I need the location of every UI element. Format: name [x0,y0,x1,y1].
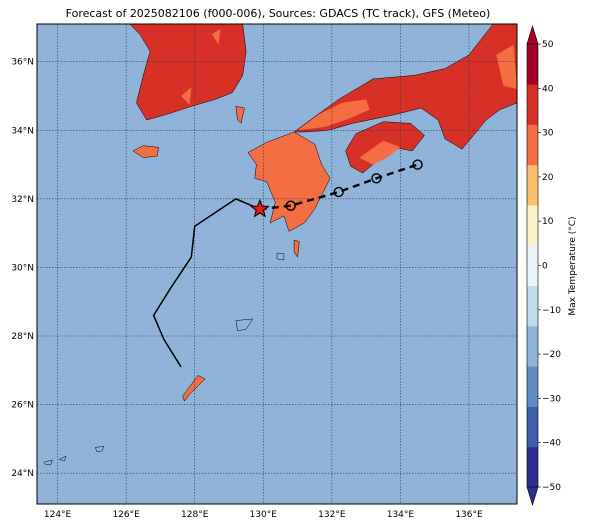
past-track-line [152,198,261,368]
cyclone-track [152,159,423,368]
colorbar-band [527,44,538,85]
colorbar-band [527,406,538,448]
shikoku-warm [359,140,401,165]
land-miyako [94,446,105,453]
lon-tick-label: 126°E [112,510,140,520]
korea-warm-2 [211,29,221,45]
colorbar-tick-label: −50 [542,483,561,493]
colorbar-band [527,245,538,287]
lon-tick-label: 124°E [44,510,72,520]
current-position-star-icon [249,198,270,218]
land-yakushima [276,252,285,261]
colorbar-tick-label: 20 [542,173,554,183]
forecast-point-marker [285,200,296,211]
lat-tick-label: 34°N [11,126,34,136]
honshu-warm-2 [496,44,517,90]
forecast-point-marker [371,173,382,184]
lon-tick-label: 132°E [318,510,346,520]
figure-title: Forecast of 2025082106 (f000-006), Sourc… [66,7,491,20]
lon-tick-label: 130°E [250,510,278,520]
colorbar-tick-label: 10 [542,217,554,227]
forecast-track-line [259,163,418,211]
colorbar-tick-label: 50 [542,40,554,50]
colorbar-tick-label: −10 [542,306,561,316]
korea-warm-1 [181,87,192,105]
colorbar-tick-label: 30 [542,129,554,139]
colorbar-tick-label: −30 [542,394,561,404]
colorbar-extend-max [526,24,539,45]
colorbar-tick-label: 0 [542,262,548,272]
land-okinawa [182,375,206,402]
lat-tick-label: 30°N [11,263,34,273]
land-kyushu [247,131,331,232]
colorbar-tick-label: −20 [542,350,561,360]
land-amami [235,318,254,332]
lat-tick-label: 24°N [11,469,34,479]
longitude-ticks: 124°E 126°E 128°E 130°E 132°E 134°E 136°E [44,510,483,520]
map-frame [36,23,518,505]
land-tanegashima [293,239,300,258]
lat-tick-label: 28°N [11,332,34,342]
lat-tick-label: 26°N [11,401,34,411]
colorbar-ticks: −50 −40 −30 −20 −10 0 10 20 30 40 50 [538,40,561,493]
colorbar-band [527,164,538,206]
colorbar-tick-label: −40 [542,439,561,449]
colorbar-band [527,124,538,166]
colorbar-bands [526,24,539,507]
map-panel: 124°E 126°E 128°E 130°E 132°E 134°E 136°E 24°N… [11,23,518,520]
land-tsushima [235,105,245,124]
colorbar-extend-min [526,486,539,507]
latitude-ticks: 24°N 26°N 28°N 30°N 32°N 34°N 36°N [11,58,34,479]
land-korea [129,24,247,121]
land-ishigaki [58,455,67,462]
lon-tick-label: 128°E [181,510,209,520]
colorbar-tick-label: 40 [542,84,554,94]
honshu-warm-1 [297,99,370,131]
forecast-point-marker [333,186,344,198]
land-jeju [132,145,159,158]
lon-tick-label: 136°E [455,510,483,520]
colorbar: −50 −40 −30 −20 −10 0 10 20 30 40 50 Max Temperatu… [526,24,578,507]
warm-temperature-layer [181,29,517,165]
land-iriomote [43,459,53,466]
colorbar-band [527,446,538,488]
colorbar-band [527,285,538,327]
colorbar-band [527,325,538,367]
colorbar-band [527,84,538,125]
lat-tick-label: 36°N [11,58,34,68]
colorbar-band [527,366,538,407]
gridlines [37,24,517,504]
forecast-point-marker [412,159,423,170]
colorbar-label: Max Temperature (°C) [568,216,578,315]
lon-tick-label: 134°E [387,510,415,520]
colorbar-band [527,205,538,246]
lat-tick-label: 32°N [11,195,34,205]
